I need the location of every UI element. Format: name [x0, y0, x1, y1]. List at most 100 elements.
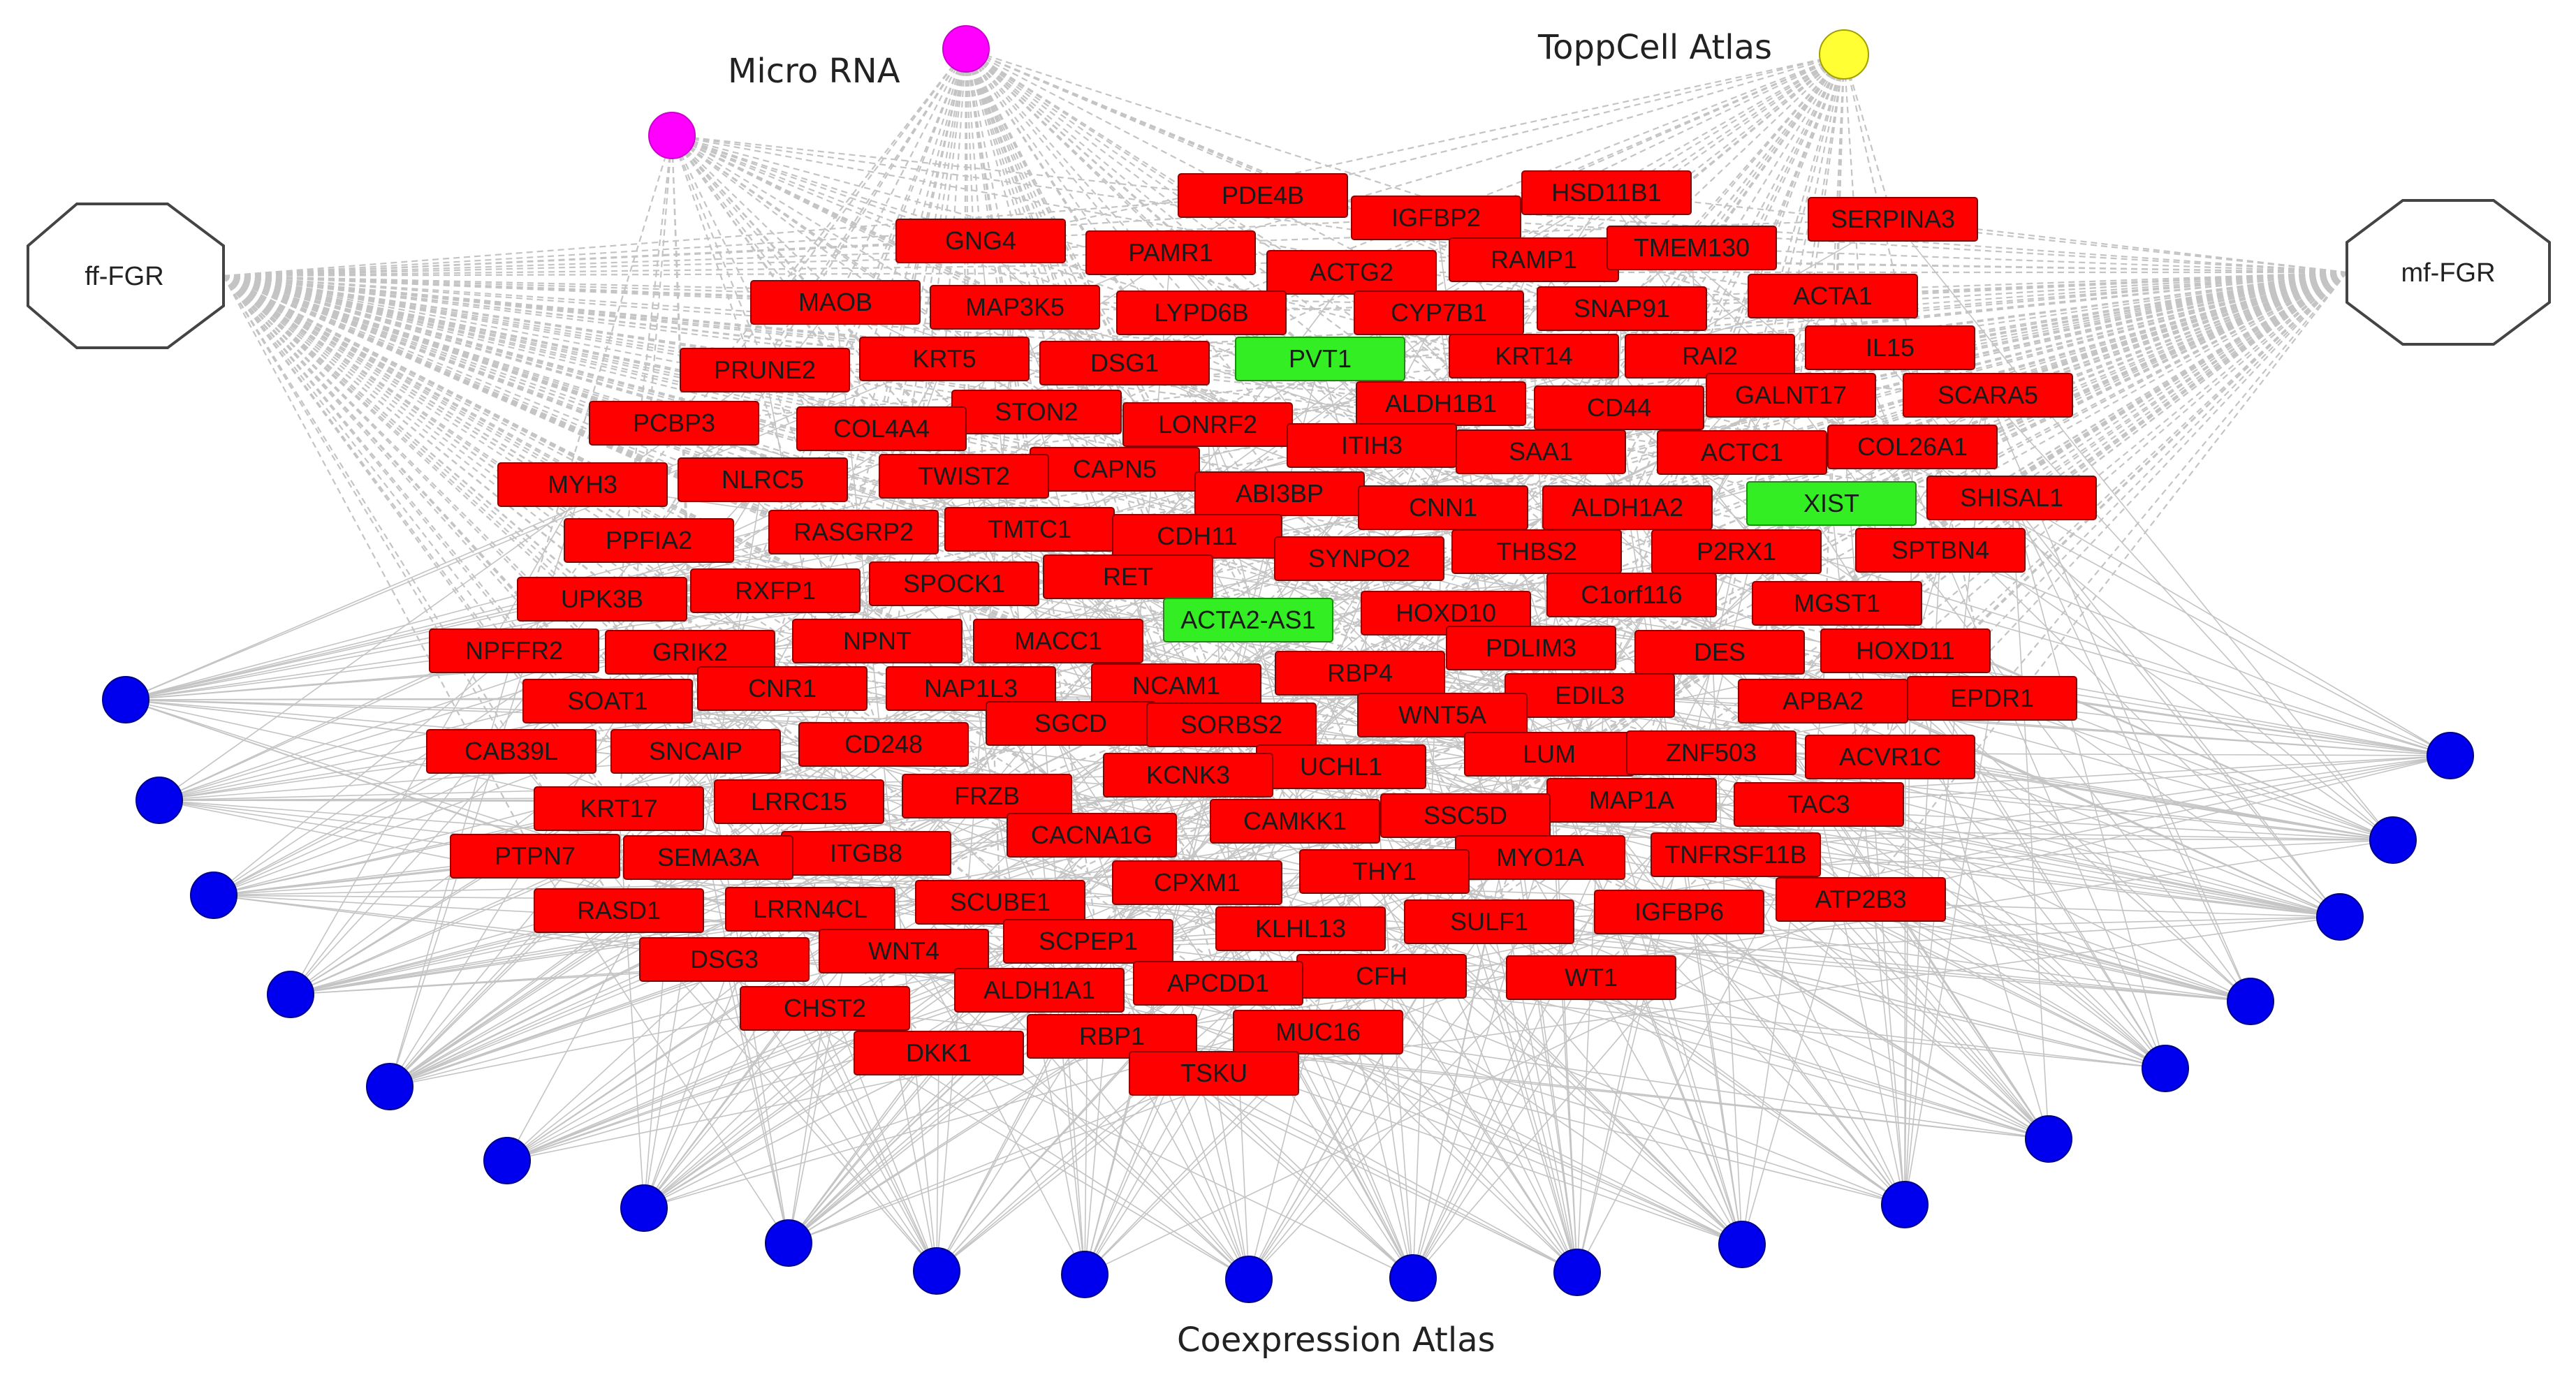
gene-node: WNT4	[819, 929, 989, 973]
gene-label: ITIH3	[1341, 431, 1403, 460]
edge	[671, 135, 1059, 642]
gene-node: P2RX1	[1651, 529, 1822, 574]
gene-node: SCUBE1	[915, 880, 1085, 925]
gene-box	[1521, 170, 1692, 215]
gene-box	[796, 406, 967, 451]
gene-node: CNN1	[1358, 485, 1528, 530]
edge	[708, 857, 789, 1244]
gene-node: MUC16	[1233, 1010, 1403, 1054]
gene-node: DES	[1634, 630, 1805, 675]
gene-box	[1746, 481, 1917, 526]
gene-box	[1233, 1010, 1403, 1054]
gene-label: HOXD10	[1396, 598, 1496, 627]
gene-node: MAP3K5	[930, 285, 1100, 330]
gene-box	[973, 619, 1143, 663]
gene-label: IGFBP6	[1634, 897, 1724, 926]
edge	[965, 48, 1342, 767]
gene-label: CPXM1	[1154, 868, 1241, 897]
gene-label: THY1	[1352, 857, 1417, 885]
gene-label: SPOCK1	[903, 569, 1005, 598]
edge	[1488, 921, 2251, 1002]
gene-label: TMEM130	[1634, 233, 1750, 262]
edge	[223, 274, 882, 430]
edge	[223, 274, 1532, 649]
edge	[223, 274, 836, 304]
gene-box	[915, 880, 1085, 925]
gene-label: DKK1	[906, 1038, 972, 1067]
gene-node: CPXM1	[1112, 860, 1282, 905]
gene-label: ALDH1A2	[1572, 493, 1683, 522]
gene-node: NCAM1	[1091, 663, 1261, 708]
gene-node: SHISAL1	[1926, 476, 2097, 520]
gene-box	[1537, 286, 1707, 331]
gene-box	[1446, 626, 1616, 670]
gene-box	[1039, 341, 1210, 385]
gene-node: HSD11B1	[1521, 170, 1692, 215]
edge	[1340, 54, 1845, 767]
edge	[506, 756, 1891, 1161]
gene-label: GNG4	[945, 226, 1016, 255]
gene-label: IL15	[1866, 333, 1915, 362]
edge	[936, 1052, 939, 1272]
gene-label: RBP1	[1079, 1022, 1145, 1050]
gene-node: TSKU	[1129, 1051, 1299, 1096]
gene-label: CYP7B1	[1391, 298, 1487, 327]
gene-box	[1706, 373, 1876, 418]
gene-node: UPK3B	[517, 577, 687, 622]
gene-label: KRT14	[1495, 341, 1572, 370]
gene-node: ABI3BP	[1194, 471, 1365, 516]
gene-label: COL4A4	[833, 414, 930, 443]
edge	[2011, 497, 2451, 756]
gene-node: MACC1	[973, 619, 1143, 663]
gene-node: SCARA5	[1903, 373, 2073, 418]
gene-label: DES	[1694, 638, 1746, 666]
edge	[1818, 755, 2451, 805]
edge	[1088, 54, 1845, 942]
gene-box	[534, 786, 704, 831]
gene-node: CDH11	[1112, 514, 1282, 559]
gene-node: MYO1A	[1455, 835, 1625, 880]
gene-node: ATP2B3	[1776, 877, 1946, 922]
edge	[1084, 1073, 1215, 1275]
gene-box	[1651, 832, 1821, 877]
ff-fgr-label: ff-FGR	[85, 262, 163, 291]
gene-box	[895, 219, 1066, 263]
gene-node: MAOB	[750, 280, 921, 325]
gene-node: CAB39L	[426, 729, 597, 774]
gene-box	[517, 577, 687, 622]
coexpression-atlas-label: Coexpression Atlas	[1177, 1321, 1495, 1360]
edge	[965, 48, 1198, 537]
gene-label: FRZB	[954, 781, 1020, 810]
gene-node: NPFFR2	[429, 628, 599, 673]
gene-label: CAPN5	[1073, 455, 1157, 483]
gene-box	[714, 779, 884, 824]
coexpression-node	[1225, 1256, 1273, 1303]
edge	[1170, 53, 1845, 254]
gene-label: LYPD6B	[1154, 298, 1248, 327]
gene-label: UCHL1	[1300, 752, 1382, 781]
edge	[223, 275, 583, 485]
edge	[1058, 271, 2348, 642]
gene-box	[639, 937, 810, 982]
gene-label: SERPINA3	[1831, 205, 1955, 233]
gene-label: MACC1	[1014, 626, 1102, 655]
edge	[965, 48, 1550, 755]
gene-box	[1007, 813, 1177, 858]
gene-label: DSG1	[1090, 348, 1159, 377]
gene-node: SPTBN4	[1855, 528, 2026, 573]
gene-label: GALNT17	[1735, 381, 1847, 409]
gene-box	[1085, 230, 1256, 275]
gene-node: ACTA1	[1748, 274, 1918, 318]
microrna-node-2	[648, 112, 696, 159]
coexpression-node	[136, 777, 183, 824]
gene-label: ITGB8	[830, 839, 902, 867]
coexpression-node-layer	[102, 676, 2474, 1303]
coexpression-node	[2227, 978, 2274, 1025]
gene-node: GALNT17	[1706, 373, 1876, 418]
gene-node: MGST1	[1752, 581, 1922, 626]
gene-node: TWIST2	[879, 454, 1049, 499]
gene-node: CD248	[798, 722, 969, 767]
lncrna-node: ACTA2-AS1	[1163, 598, 1333, 642]
gene-node: SULF1	[1404, 899, 1574, 944]
